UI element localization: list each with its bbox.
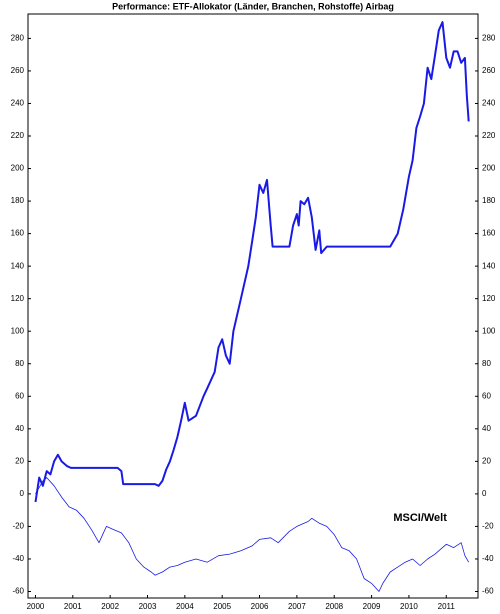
x-tick-label: 2006 [251, 602, 269, 611]
y-tick-label: 100 [11, 326, 25, 335]
chart-title: Performance: ETF-Allokator (Länder, Bran… [112, 1, 394, 11]
y-tick-label: 40 [15, 424, 24, 433]
y-tick-label: 240 [11, 99, 25, 108]
y2-tick-label: 220 [482, 131, 496, 140]
series-line [34, 21, 470, 503]
y2-tick-label: 20 [482, 456, 491, 465]
y2-tick-label: 280 [482, 34, 496, 43]
y2-tick-label: 140 [482, 261, 496, 270]
y2-tick-label: -60 [482, 587, 494, 596]
y-tick-label: 260 [11, 66, 25, 75]
y-tick-label: 0 [20, 489, 25, 498]
y2-tick-label: 180 [482, 196, 496, 205]
y-tick-label: 180 [11, 196, 25, 205]
y-tick-label: -20 [12, 522, 24, 531]
x-tick-label: 2000 [27, 602, 45, 611]
y-tick-label: 80 [15, 359, 24, 368]
x-tick-label: 2005 [213, 602, 231, 611]
plot-frame [27, 13, 479, 599]
y2-tick-label: 260 [482, 66, 496, 75]
y2-tick-label: 60 [482, 391, 491, 400]
x-tick-label: 2008 [325, 602, 343, 611]
y2-tick-label: 0 [482, 489, 487, 498]
y-tick-label: 200 [11, 164, 25, 173]
series-line [35, 477, 470, 592]
x-tick-label: 2003 [139, 602, 157, 611]
series-annotation: MSCI/Welt [393, 512, 447, 524]
x-tick-label: 2011 [438, 602, 456, 611]
y2-tick-label: 120 [482, 294, 496, 303]
x-tick-label: 2007 [288, 602, 306, 611]
y2-tick-label: -40 [482, 554, 494, 563]
y-tick-label: 60 [15, 391, 24, 400]
y2-tick-label: 200 [482, 164, 496, 173]
y-tick-label: 140 [11, 261, 25, 270]
x-tick-label: 2004 [176, 602, 194, 611]
y2-tick-label: 80 [482, 359, 491, 368]
x-tick-label: 2009 [363, 602, 381, 611]
x-tick-label: 2010 [400, 602, 418, 611]
x-tick-label: 2002 [101, 602, 119, 611]
y-tick-label: -40 [12, 554, 24, 563]
x-tick-label: 2001 [64, 602, 82, 611]
y2-tick-label: 40 [482, 424, 491, 433]
y2-tick-label: 160 [482, 229, 496, 238]
y-tick-label: 220 [11, 131, 25, 140]
y2-tick-label: 100 [482, 326, 496, 335]
y-tick-label: 280 [11, 34, 25, 43]
y-tick-label: 120 [11, 294, 25, 303]
y-tick-label: 160 [11, 229, 25, 238]
y-tick-label: 20 [15, 456, 24, 465]
y2-tick-label: -20 [482, 522, 494, 531]
y-tick-label: -60 [12, 587, 24, 596]
y2-tick-label: 240 [482, 99, 496, 108]
